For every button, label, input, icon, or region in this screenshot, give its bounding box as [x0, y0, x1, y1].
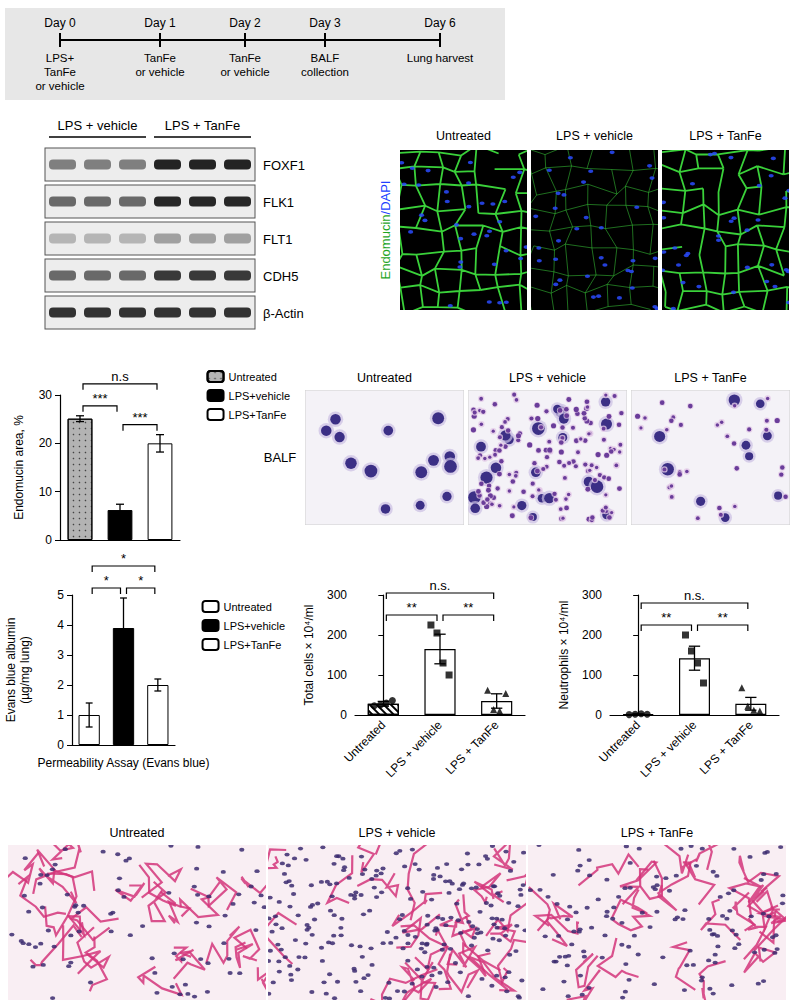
svg-text:***: *** — [92, 391, 107, 406]
svg-text:200: 200 — [582, 628, 602, 642]
svg-text:LPS + vehicle: LPS + vehicle — [556, 129, 633, 143]
svg-text:Untreated: Untreated — [596, 718, 643, 765]
svg-text:LPS + TanFe: LPS + TanFe — [674, 371, 746, 385]
svg-text:Lung harvest: Lung harvest — [407, 52, 474, 64]
svg-text:LPS + TanFe: LPS + TanFe — [697, 718, 756, 777]
svg-text:or vehicle: or vehicle — [35, 80, 84, 92]
svg-text:100: 100 — [327, 668, 347, 682]
svg-text:n.s.: n.s. — [684, 588, 705, 603]
svg-text:Neutrophils × 10⁴/ml: Neutrophils × 10⁴/ml — [557, 601, 571, 710]
svg-text:5: 5 — [57, 588, 64, 602]
svg-text:Evans blue albumin: Evans blue albumin — [4, 618, 18, 723]
svg-text:10: 10 — [39, 485, 53, 499]
svg-text:LPS + vehicle: LPS + vehicle — [509, 371, 586, 385]
svg-text:4: 4 — [57, 618, 64, 632]
svg-text:Day 6: Day 6 — [424, 16, 456, 30]
svg-text:TanFe: TanFe — [144, 52, 176, 64]
svg-text:or vehicle: or vehicle — [220, 66, 269, 78]
svg-text:***: *** — [132, 410, 147, 425]
svg-text:Untreated: Untreated — [436, 129, 491, 143]
svg-text:*: * — [121, 551, 126, 566]
svg-text:**: ** — [407, 600, 417, 615]
svg-text:LPS + TanFe: LPS + TanFe — [689, 129, 761, 143]
svg-text:LPS + TanFe: LPS + TanFe — [165, 118, 240, 133]
svg-text:Untreated: Untreated — [110, 826, 165, 840]
svg-text:LPS + TanFe: LPS + TanFe — [621, 826, 693, 840]
svg-text:LPS + vehicle: LPS + vehicle — [359, 826, 436, 840]
svg-text:β-Actin: β-Actin — [263, 306, 304, 321]
svg-text:100: 100 — [582, 668, 602, 682]
svg-text:2: 2 — [57, 678, 64, 692]
svg-text:collection: collection — [301, 66, 349, 78]
svg-text:30: 30 — [39, 388, 53, 402]
svg-text:3: 3 — [57, 648, 64, 662]
svg-text:Total cells × 10⁴/ml: Total cells × 10⁴/ml — [302, 605, 316, 706]
svg-text:LPS+vehicle: LPS+vehicle — [229, 390, 290, 402]
svg-text:Day 3: Day 3 — [309, 16, 341, 30]
svg-text:300: 300 — [582, 588, 602, 602]
svg-text:Permeability Assay (Evans blue: Permeability Assay (Evans blue) — [37, 756, 209, 770]
svg-text:**: ** — [661, 610, 671, 625]
svg-text:FLT1: FLT1 — [263, 232, 292, 247]
svg-text:n.s: n.s — [111, 369, 129, 384]
svg-text:0: 0 — [595, 708, 602, 722]
svg-text:Untreated: Untreated — [229, 371, 277, 383]
svg-text:300: 300 — [327, 588, 347, 602]
svg-text:200: 200 — [327, 628, 347, 642]
svg-text:Day 2: Day 2 — [229, 16, 261, 30]
svg-text:LPS + vehicle: LPS + vehicle — [383, 718, 445, 780]
svg-text:0: 0 — [57, 738, 64, 752]
svg-text:n.s.: n.s. — [430, 578, 451, 593]
svg-text:LPS + TanFe: LPS + TanFe — [443, 718, 502, 777]
svg-text:Endomucin area, %: Endomucin area, % — [12, 415, 26, 520]
svg-text:LPS+TanFe: LPS+TanFe — [229, 409, 287, 421]
svg-text:Untreated: Untreated — [224, 601, 272, 613]
svg-text:FOXF1: FOXF1 — [263, 158, 305, 173]
svg-text:or vehicle: or vehicle — [135, 66, 184, 78]
svg-text:FLK1: FLK1 — [263, 195, 294, 210]
svg-text:LPS+vehicle: LPS+vehicle — [224, 620, 285, 632]
svg-text:TanFe: TanFe — [44, 66, 76, 78]
svg-text:**: ** — [718, 610, 728, 625]
svg-text:LPS+: LPS+ — [46, 52, 75, 64]
svg-text:Day 1: Day 1 — [144, 16, 176, 30]
svg-text:LPS + vehicle: LPS + vehicle — [637, 718, 699, 780]
svg-text:Untreated: Untreated — [357, 371, 412, 385]
svg-text:Untreated: Untreated — [341, 718, 388, 765]
svg-text:0: 0 — [340, 708, 347, 722]
svg-text:Day 0: Day 0 — [44, 16, 76, 30]
svg-text:CDH5: CDH5 — [263, 269, 298, 284]
svg-text:**: ** — [463, 600, 473, 615]
svg-text:*: * — [138, 573, 143, 588]
svg-text:BALF: BALF — [311, 52, 340, 64]
svg-text:TanFe: TanFe — [229, 52, 261, 64]
svg-text:0: 0 — [45, 533, 52, 547]
svg-text:1: 1 — [57, 708, 64, 722]
svg-text:*: * — [104, 573, 109, 588]
svg-text:(µg/mg lung): (µg/mg lung) — [18, 636, 32, 704]
svg-text:Endomucin/DAPI: Endomucin/DAPI — [378, 180, 393, 279]
svg-text:BALF: BALF — [264, 450, 297, 465]
svg-text:20: 20 — [39, 436, 53, 450]
svg-text:LPS + vehicle: LPS + vehicle — [58, 118, 138, 133]
svg-text:LPS+TanFe: LPS+TanFe — [224, 639, 282, 651]
